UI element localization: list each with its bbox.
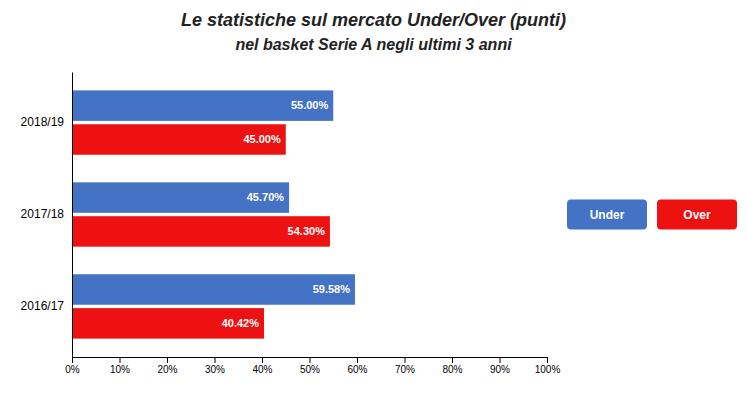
y-tick-label: 2018/19 — [21, 115, 65, 129]
title: Le statistiche sul mercato Under/Over (p… — [181, 10, 566, 30]
x-tick-mark — [500, 357, 501, 363]
data-label: 59.58% — [313, 283, 351, 295]
x-tick-label: 20% — [157, 364, 177, 375]
data-labels: 55.00% 45.70% 59.58% 45.00% 54.30% 40.42% — [222, 99, 351, 329]
x-tick-mark — [310, 357, 311, 363]
bar — [72, 274, 355, 304]
bar — [72, 216, 330, 246]
x-tick: 20% — [157, 357, 177, 375]
bars — [72, 90, 355, 338]
data-label: 54.30% — [288, 225, 326, 237]
legend-label: Over — [683, 208, 711, 222]
x-tick-mark — [452, 357, 453, 363]
data-label: 55.00% — [291, 99, 329, 111]
x-tick: 40% — [252, 357, 272, 375]
x-tick: 10% — [110, 357, 130, 375]
x-tick-mark — [215, 357, 216, 363]
legend-swatch — [567, 200, 647, 230]
legend-label: Under — [590, 208, 625, 222]
x-tick: 50% — [300, 357, 320, 375]
x-tick: 100% — [535, 357, 561, 375]
x-tick-label: 50% — [300, 364, 320, 375]
subtitle: nel basket Serie A negli ultimi 3 anni — [235, 36, 512, 53]
legend-item: Over — [657, 200, 737, 230]
x-tick-label: 60% — [347, 364, 367, 375]
x-axis-line — [73, 358, 548, 364]
x-tick-mark — [72, 357, 73, 363]
legend: Under Over — [567, 200, 737, 230]
x-tick-label: 40% — [252, 364, 272, 375]
data-label: 45.00% — [243, 133, 281, 145]
x-tick-label: 80% — [442, 364, 462, 375]
x-tick-mark — [357, 357, 358, 363]
x-tick: 0% — [65, 357, 80, 375]
chart: Le statistiche sul mercato Under/Over (p… — [0, 0, 747, 393]
y-tick-label: 2016/17 — [21, 299, 65, 313]
bar — [72, 124, 286, 154]
x-tick-label: 10% — [110, 364, 130, 375]
x-tick-label: 70% — [395, 364, 415, 375]
x-tick: 60% — [347, 357, 367, 375]
x-tick-mark — [167, 357, 168, 363]
bar — [72, 182, 289, 212]
x-tick-mark — [120, 357, 121, 363]
x-axis: 0% 10% 20% 30% 40% 50% 60% 70% 80% 90% 100% — [65, 357, 560, 375]
y-tick: 2018/19 — [21, 115, 65, 129]
y-tick: 2016/17 — [21, 299, 65, 313]
x-tick: 90% — [490, 357, 510, 375]
y-tick: 2017/18 — [21, 207, 65, 221]
x-tick: 30% — [205, 357, 225, 375]
bar — [72, 308, 264, 338]
x-tick-mark — [262, 357, 263, 363]
y-axis-line — [72, 73, 73, 358]
x-tick-mark — [547, 357, 548, 363]
plot: 0% 10% 20% 30% 40% 50% 60% 70% 80% 90% 100% 2018/19… — [21, 73, 561, 376]
x-tick-label: 90% — [490, 364, 510, 375]
legend-item: Under — [567, 200, 647, 230]
bar — [72, 90, 333, 120]
y-tick-label: 2017/18 — [21, 207, 65, 221]
y-axis: 2018/19 2017/18 2016/17 — [21, 73, 73, 358]
x-tick-label: 0% — [65, 364, 80, 375]
data-label: 40.42% — [222, 317, 260, 329]
x-tick: 80% — [442, 357, 462, 375]
data-label: 45.70% — [247, 191, 285, 203]
x-tick-label: 100% — [535, 364, 561, 375]
x-tick-mark — [405, 357, 406, 363]
legend-swatch — [657, 200, 737, 230]
x-tick-label: 30% — [205, 364, 225, 375]
x-tick: 70% — [395, 357, 415, 375]
